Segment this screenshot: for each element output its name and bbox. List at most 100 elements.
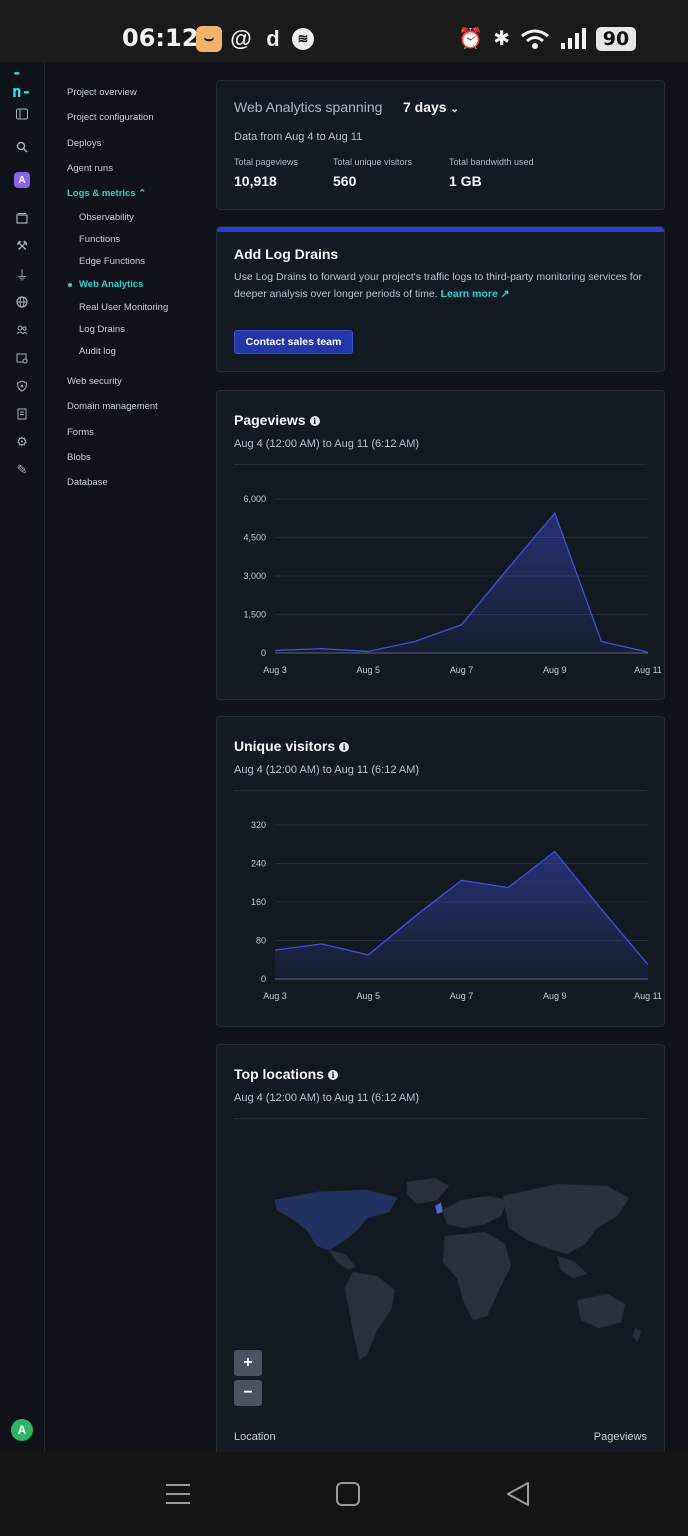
sidebar-item-audit-log[interactable]: Audit log [79,346,116,357]
x-tick-label: Aug 11 [634,991,662,1001]
signal-icon [561,27,586,49]
divider [234,790,647,791]
stat-value-pageviews: 10,918 [234,173,277,189]
home-icon[interactable] [334,1480,362,1508]
sidebar-item-domain-management[interactable]: Domain management [67,401,158,412]
info-icon[interactable]: i [309,416,320,426]
back-icon[interactable] [504,1480,532,1508]
search-icon[interactable] [12,137,32,157]
y-tick-label: 80 [256,936,266,946]
x-tick-label: Aug 3 [263,991,287,1001]
y-tick-label: 3,000 [243,571,266,581]
y-tick-label: 6,000 [243,494,266,504]
column-header-pageviews: Pageviews [593,1431,647,1443]
map-region-africa [442,1231,512,1321]
stat-label-pageviews: Total pageviews [234,157,299,167]
sidebar-item-project-overview[interactable]: Project overview [67,87,137,98]
sidebar-item-edge-functions[interactable]: Edge Functions [79,256,146,267]
zoom-in-button[interactable]: + [234,1350,262,1376]
sidebar-item-logs-metrics[interactable]: Logs & metrics ⌃ [67,188,147,199]
edit-pencil-icon[interactable]: ✎ [16,462,28,477]
shopping-app-icon: ⌣ [196,26,222,52]
period-value: 7 days [403,99,447,115]
sidebar-item-blobs[interactable]: Blobs [67,452,91,463]
map-region-australia [576,1293,626,1329]
shield-icon[interactable] [12,376,32,396]
chevron-down-icon: ⌄ [450,104,459,115]
accent-bar [217,227,664,232]
sidebar-item-database[interactable]: Database [67,477,108,488]
billing-icon[interactable] [12,348,32,368]
chart-title: Unique visitors [234,738,336,754]
plug-icon[interactable]: ⏚ [15,267,29,283]
map-region-europe [441,1195,508,1229]
summary-label: Web Analytics spanning [234,99,383,115]
chart-subtitle: Aug 4 (12:00 AM) to Aug 11 (6:12 AM) [234,438,420,450]
y-tick-label: 0 [261,974,266,984]
x-tick-label: Aug 7 [450,991,474,1001]
projects-icon[interactable] [12,208,32,228]
y-tick-label: 240 [251,859,266,869]
contact-sales-button[interactable]: Contact sales team [234,330,353,354]
sidebar-item-deploys[interactable]: Deploys [67,138,102,149]
sidebar-item-project-configuration[interactable]: Project configuration [67,112,154,123]
map-region-new-zealand [632,1327,642,1343]
sidebar-item-log-drains[interactable]: Log Drains [79,324,125,335]
pageviews-chart-card: Pageviews i Aug 4 (12:00 AM) to Aug 11 (6… [216,390,665,700]
netlify-logo-icon[interactable]: -n- [12,63,32,101]
team-avatar[interactable]: A [14,172,30,188]
globe-icon[interactable] [12,292,32,312]
sidebar-item-real-user-monitoring[interactable]: Real User Monitoring [79,302,169,313]
series-area [275,513,648,653]
members-icon[interactable] [12,320,32,340]
sidebar-item-web-analytics[interactable]: Web Analytics [79,279,144,290]
log-drains-description: Use Log Drains to forward your project's… [234,269,644,303]
threads-app-icon: @ [230,26,252,51]
top-locations-card: Top locations i Aug 4 (12:00 AM) to Aug 1… [216,1044,665,1464]
map-region-greenland [406,1177,450,1205]
x-tick-label: Aug 5 [356,991,380,1001]
series-area [275,851,648,979]
user-avatar[interactable]: A [11,1419,33,1441]
x-tick-label: Aug 11 [634,665,662,675]
pageviews-title-row: Pageviews i [234,412,320,428]
sidebar-item-web-security[interactable]: Web security [67,376,122,387]
analytics-summary-card: Web Analytics spanning 7 days ⌄ Data fro… [216,80,665,210]
learn-more-link[interactable]: Learn more ↗ [440,288,510,300]
alarm-icon: ⏰ [458,28,484,50]
visitors-chart: 0 80 160 240 320 Aug 3 Aug 5 Aug 7 Aug 9 Aug 11 [251,820,662,1001]
zoom-out-button[interactable]: − [234,1380,262,1406]
series-line [274,850,649,965]
sidebar-item-agent-runs[interactable]: Agent runs [67,163,113,174]
y-tick-label: 1,500 [243,610,266,620]
docs-icon[interactable] [12,404,32,424]
sidebar-item-observability[interactable]: Observability [79,212,134,223]
log-drains-title: Add Log Drains [234,246,339,262]
stat-value-bandwidth: 1 GB [449,173,482,189]
world-map[interactable] [257,1170,657,1380]
sidebar-toggle-icon[interactable] [12,104,32,124]
recent-apps-icon[interactable] [164,1480,192,1508]
system-icons: ⏰ ✱ 90 [458,26,636,51]
visitors-title-row: Unique visitors i [234,738,350,754]
map-region-uk [434,1201,444,1215]
pageviews-chart: 0 1,500 3,000 4,500 6,000 Aug 3 Aug 5 Aug 7 Aug … [243,494,662,675]
bluetooth-icon: ✱ [493,28,510,50]
stat-label-visitors: Total unique visitors [333,157,413,167]
x-tick-label: Aug 9 [543,991,567,1001]
log-drains-card: Add Log Drains Use Log Drains to forward… [216,226,665,372]
visitors-chart-card: Unique visitors i Aug 4 (12:00 AM) to Aug… [216,716,665,1027]
settings-gear-icon[interactable]: ⚙ [16,434,28,449]
battery-indicator: 90 [596,26,636,51]
builds-hammer-icon[interactable]: ⚒ [16,238,28,253]
period-selector[interactable]: 7 days ⌄ [403,99,459,115]
sidebar-item-functions[interactable]: Functions [79,234,121,245]
status-bar: 06:12 ⌣ @ d ≋ ⏰ ✱ 90 [0,0,688,62]
x-tick-label: Aug 7 [450,665,474,675]
stat-value-visitors: 560 [333,173,357,189]
sidebar-item-forms[interactable]: Forms [67,427,94,438]
series-line [274,511,649,653]
info-icon[interactable]: i [327,1070,338,1080]
info-icon[interactable]: i [339,742,350,752]
map-region-south-america [344,1271,396,1361]
